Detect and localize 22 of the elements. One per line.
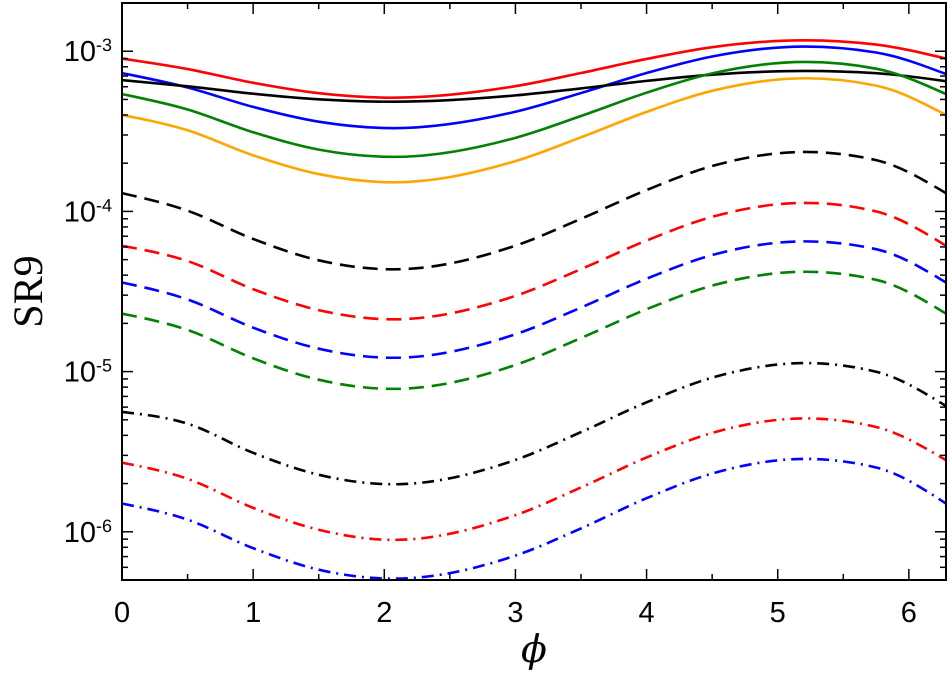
line-series	[122, 270, 946, 390]
x-tick-label: 3	[507, 597, 524, 629]
line-series	[122, 76, 946, 184]
y-tick-label: 10$^{-4}$	[64, 195, 112, 228]
y-tick-label: 10$^{-6}$	[64, 516, 112, 549]
x-tick-label: 5	[770, 597, 786, 629]
y-axis-title: SR9	[6, 255, 52, 328]
y-tick-label: 10$^{-3}$	[64, 35, 112, 68]
line-series	[122, 240, 946, 360]
y-tick-label: 10$^{-5}$	[64, 356, 112, 389]
line-series	[122, 202, 946, 321]
x-tick-label: 6	[900, 597, 917, 629]
line-series	[122, 417, 946, 542]
line-series	[122, 60, 946, 158]
line-series	[122, 45, 946, 130]
x-tick-label: 0	[114, 597, 130, 629]
x-tick-label: 1	[245, 597, 262, 629]
x-axis-title: ϕ	[521, 627, 548, 671]
line-series	[122, 39, 946, 99]
line-series	[122, 458, 946, 580]
x-tick-label: 2	[376, 597, 392, 629]
x-tick-label: 4	[638, 597, 655, 629]
